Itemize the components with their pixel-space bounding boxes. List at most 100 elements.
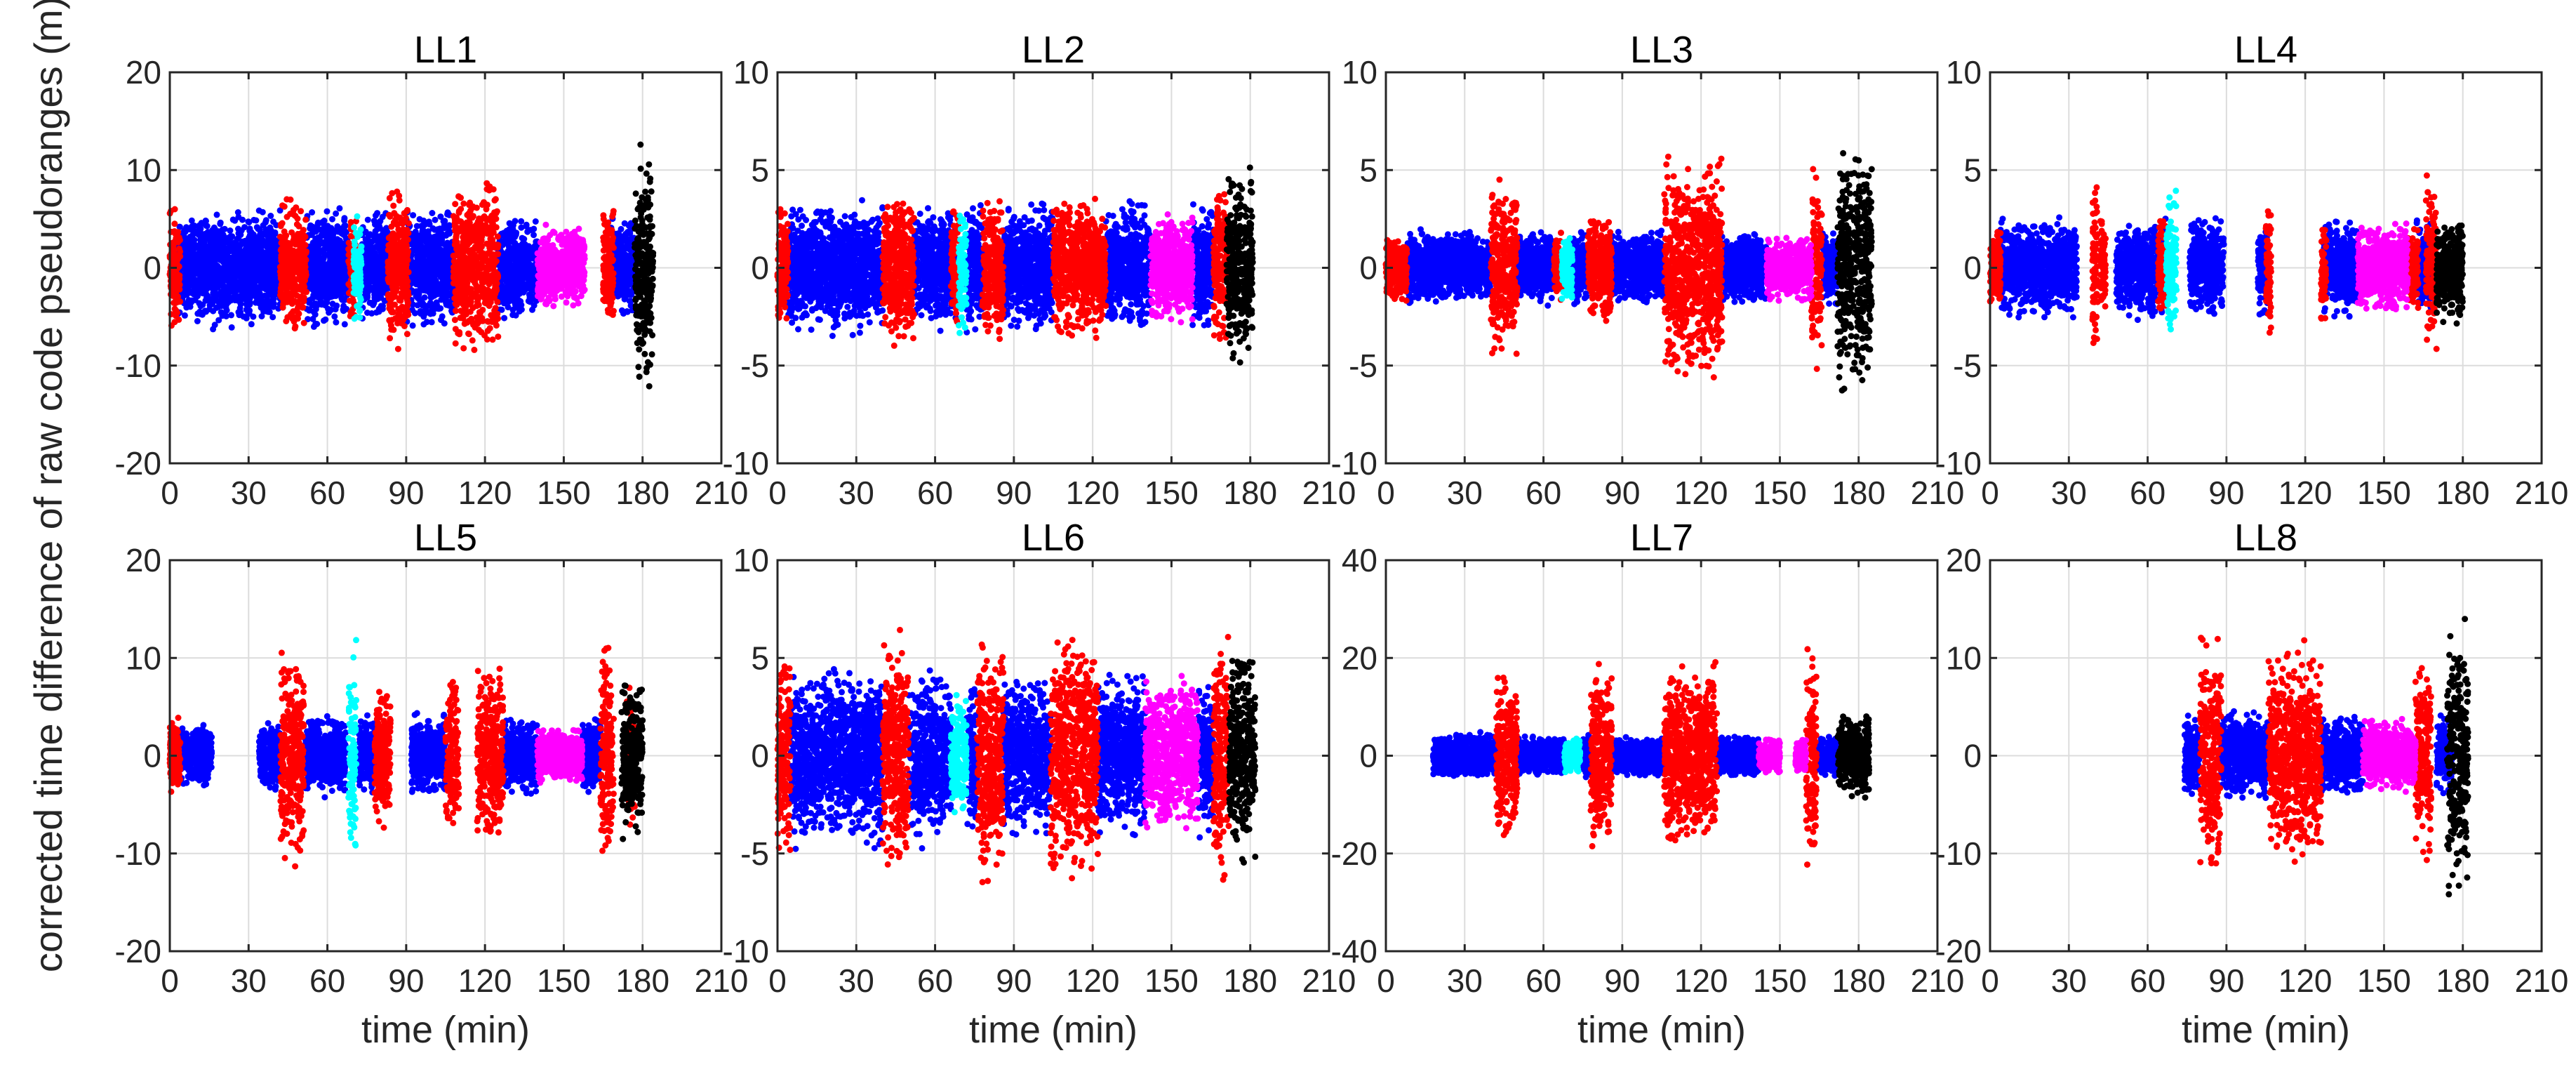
data-point: [324, 208, 331, 215]
data-point: [458, 218, 464, 225]
data-point: [237, 232, 243, 238]
data-point: [267, 278, 274, 284]
data-point: [315, 234, 321, 241]
data-point: [436, 225, 443, 232]
data-point: [392, 249, 399, 255]
data-point: [230, 216, 236, 223]
data-point: [418, 223, 425, 229]
data-point: [272, 291, 278, 297]
data-point: [618, 289, 625, 295]
data-point: [394, 189, 400, 195]
data-point: [516, 297, 522, 303]
data-point: [513, 232, 519, 238]
data-point: [396, 280, 402, 286]
data-point: [206, 253, 213, 260]
data-point: [507, 267, 513, 274]
data-point: [503, 279, 509, 285]
data-point: [416, 251, 422, 258]
data-point: [260, 209, 266, 216]
data-point: [393, 241, 399, 247]
data-point: [401, 234, 408, 241]
data-point: [504, 251, 510, 257]
data-point: [220, 227, 226, 233]
data-point: [230, 286, 236, 293]
data-point: [396, 215, 403, 221]
data-point: [245, 258, 251, 265]
data-point: [487, 325, 493, 331]
data-point: [219, 249, 225, 255]
data-point: [255, 286, 261, 293]
data-point: [225, 291, 231, 298]
data-point: [481, 332, 488, 338]
data-point: [245, 218, 251, 225]
data-point: [259, 293, 265, 300]
data-point: [258, 252, 265, 258]
data-point: [212, 282, 218, 289]
data-point: [519, 307, 525, 313]
data-point: [211, 264, 217, 270]
data-point: [280, 305, 286, 311]
data-point: [396, 297, 403, 303]
data-point: [252, 262, 258, 268]
data-point: [519, 253, 526, 259]
data-point: [302, 242, 309, 249]
data-point: [310, 308, 316, 314]
data-point: [281, 270, 288, 276]
data-point: [260, 308, 267, 314]
data-point: [326, 310, 332, 316]
data-point: [429, 319, 435, 325]
data-point: [395, 346, 401, 352]
data-point: [246, 307, 253, 314]
data-point: [196, 223, 203, 229]
data-point: [403, 215, 409, 221]
data-point: [379, 251, 385, 258]
data-point: [493, 305, 499, 311]
data-point: [530, 226, 537, 232]
data-point: [403, 208, 410, 214]
data-point: [279, 246, 285, 252]
data-point: [310, 268, 316, 274]
data-point: [618, 279, 625, 285]
data-point: [300, 296, 307, 303]
data-point: [298, 249, 304, 255]
data-point: [429, 283, 436, 289]
data-point: [453, 340, 459, 347]
data-point: [467, 301, 474, 307]
data-point: [265, 291, 272, 298]
data-point: [618, 242, 624, 249]
data-point: [429, 246, 435, 252]
data-point: [420, 287, 427, 293]
data-point: [436, 305, 442, 312]
data-point: [404, 297, 411, 303]
data-point: [336, 205, 342, 211]
data-point: [365, 217, 371, 223]
data-point: [523, 266, 530, 272]
data-point: [394, 320, 401, 326]
data-point: [232, 251, 238, 257]
data-point: [203, 223, 209, 229]
data-point: [519, 235, 526, 241]
data-point: [394, 222, 401, 228]
data-point: [329, 216, 335, 223]
data-point: [264, 259, 270, 265]
data-point: [327, 271, 333, 277]
data-point: [529, 276, 535, 282]
data-point: [430, 270, 436, 277]
data-point: [405, 290, 411, 296]
data-point: [372, 258, 378, 264]
data-point: [263, 298, 269, 305]
data-point: [267, 213, 274, 219]
data-point: [232, 258, 239, 264]
data-point: [182, 265, 188, 272]
data-point: [296, 259, 302, 265]
data-point: [307, 223, 314, 229]
data-point: [326, 244, 332, 251]
data-point: [197, 242, 203, 249]
data-point: [206, 237, 213, 243]
data-point: [222, 310, 228, 317]
data-point: [324, 228, 331, 234]
data-point: [283, 283, 289, 289]
data-point: [286, 296, 293, 302]
data-point: [417, 216, 423, 223]
data-point: [439, 258, 446, 264]
